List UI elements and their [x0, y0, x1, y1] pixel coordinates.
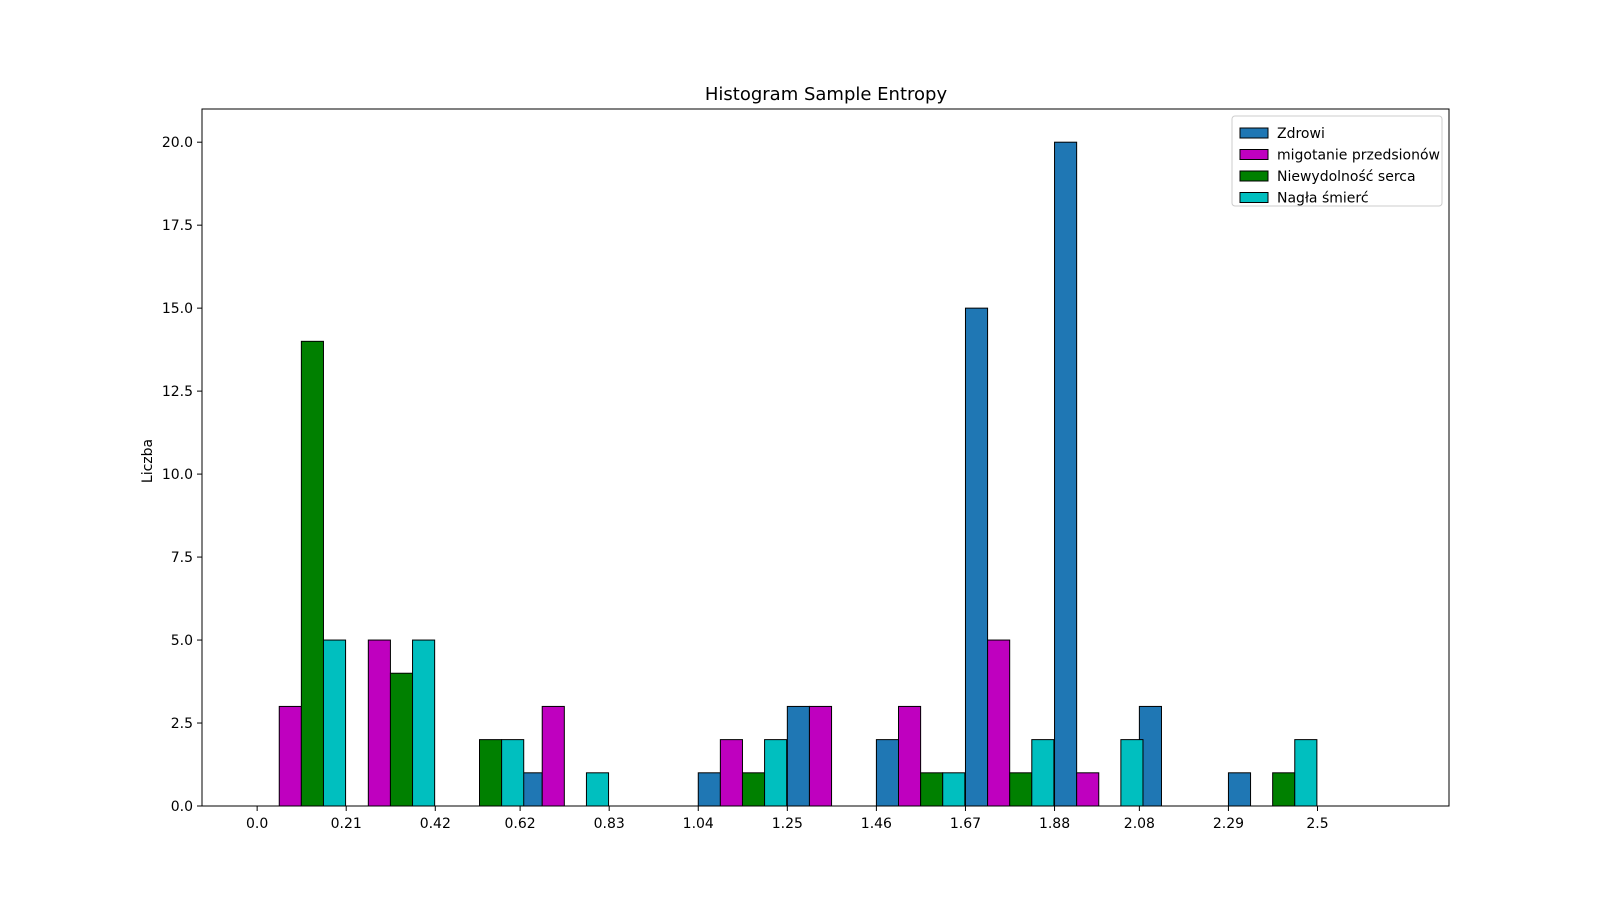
legend-label: Zdrowi: [1277, 126, 1325, 142]
y-tick-label: 5.0: [171, 633, 193, 649]
x-axis: 0.0 0.21 0.42 0.62 0.83 1.04 1.25 1.46 1.67 1.88 2…: [246, 806, 1329, 832]
bar: [322, 639, 347, 807]
y-tick-label: 17.5: [162, 218, 193, 234]
x-tick-label: 0.0: [246, 816, 268, 832]
bar: [987, 639, 1011, 807]
legend-label: Niewydolność serca: [1277, 169, 1416, 185]
legend-swatch: [1239, 192, 1269, 203]
bar: [719, 739, 743, 807]
bar: [697, 772, 721, 807]
x-tick-label: 0.62: [505, 816, 536, 832]
x-tick-label: 0.21: [331, 816, 362, 832]
x-tick-label: 1.04: [683, 816, 714, 832]
legend-swatch: [1239, 170, 1269, 182]
bar: [300, 340, 324, 807]
bar: [875, 739, 900, 807]
x-tick-label: 1.46: [861, 816, 892, 832]
x-tick-label: 0.83: [594, 816, 625, 832]
bar: [1031, 739, 1055, 807]
legend-swatch: [1239, 149, 1269, 160]
bar: [278, 705, 302, 807]
legend-label: Nagła śmierć: [1277, 191, 1369, 207]
y-axis: 0.0 2.5 5.0 7.5 10.0 12.5 15.0 17.5 20.0: [162, 135, 202, 815]
y-tick-label: 10.0: [162, 467, 193, 483]
y-tick-label: 12.5: [162, 384, 193, 400]
bar: [585, 772, 610, 807]
x-tick-label: 0.42: [420, 816, 451, 832]
bars-group: [278, 141, 1318, 807]
y-axis-label: Liczba: [140, 439, 156, 483]
bar: [479, 739, 503, 807]
bar: [412, 639, 436, 807]
bar: [389, 672, 414, 807]
bar: [808, 705, 833, 807]
bar: [964, 307, 989, 807]
y-tick-label: 20.0: [162, 135, 193, 151]
bar: [920, 772, 944, 807]
bar: [741, 772, 766, 807]
x-tick-label: 2.5: [1306, 816, 1328, 832]
x-tick-label: 1.25: [772, 816, 803, 832]
y-tick-label: 2.5: [171, 716, 193, 732]
bar: [1120, 739, 1144, 807]
legend: Zdrowi migotanie przedsionów Niewydolność …: [1231, 115, 1443, 207]
bar: [367, 639, 391, 807]
x-tick-label: 2.08: [1124, 816, 1155, 832]
chart-title: Histogram Sample Entropy: [705, 84, 948, 105]
x-tick-label: 2.29: [1213, 816, 1244, 832]
legend-label: migotanie przedsionów: [1277, 148, 1440, 164]
bar: [1009, 772, 1033, 807]
bar: [1076, 772, 1100, 807]
bar: [898, 705, 922, 807]
y-tick-label: 7.5: [171, 550, 193, 566]
bar: [541, 705, 565, 807]
legend-swatch: [1239, 127, 1269, 139]
bar: [786, 705, 810, 807]
bar: [1294, 739, 1318, 807]
bar: [764, 739, 788, 807]
legend-box: [1231, 115, 1443, 207]
plot-frame: [201, 108, 1450, 807]
bar: [1272, 772, 1296, 807]
bar: [942, 772, 966, 807]
bar: [1054, 141, 1078, 807]
x-tick-label: 1.88: [1039, 816, 1070, 832]
bar: [1227, 772, 1252, 807]
y-tick-label: 15.0: [162, 301, 193, 317]
bar: [501, 739, 525, 807]
x-tick-label: 1.67: [950, 816, 981, 832]
y-tick-label: 0.0: [171, 799, 193, 815]
